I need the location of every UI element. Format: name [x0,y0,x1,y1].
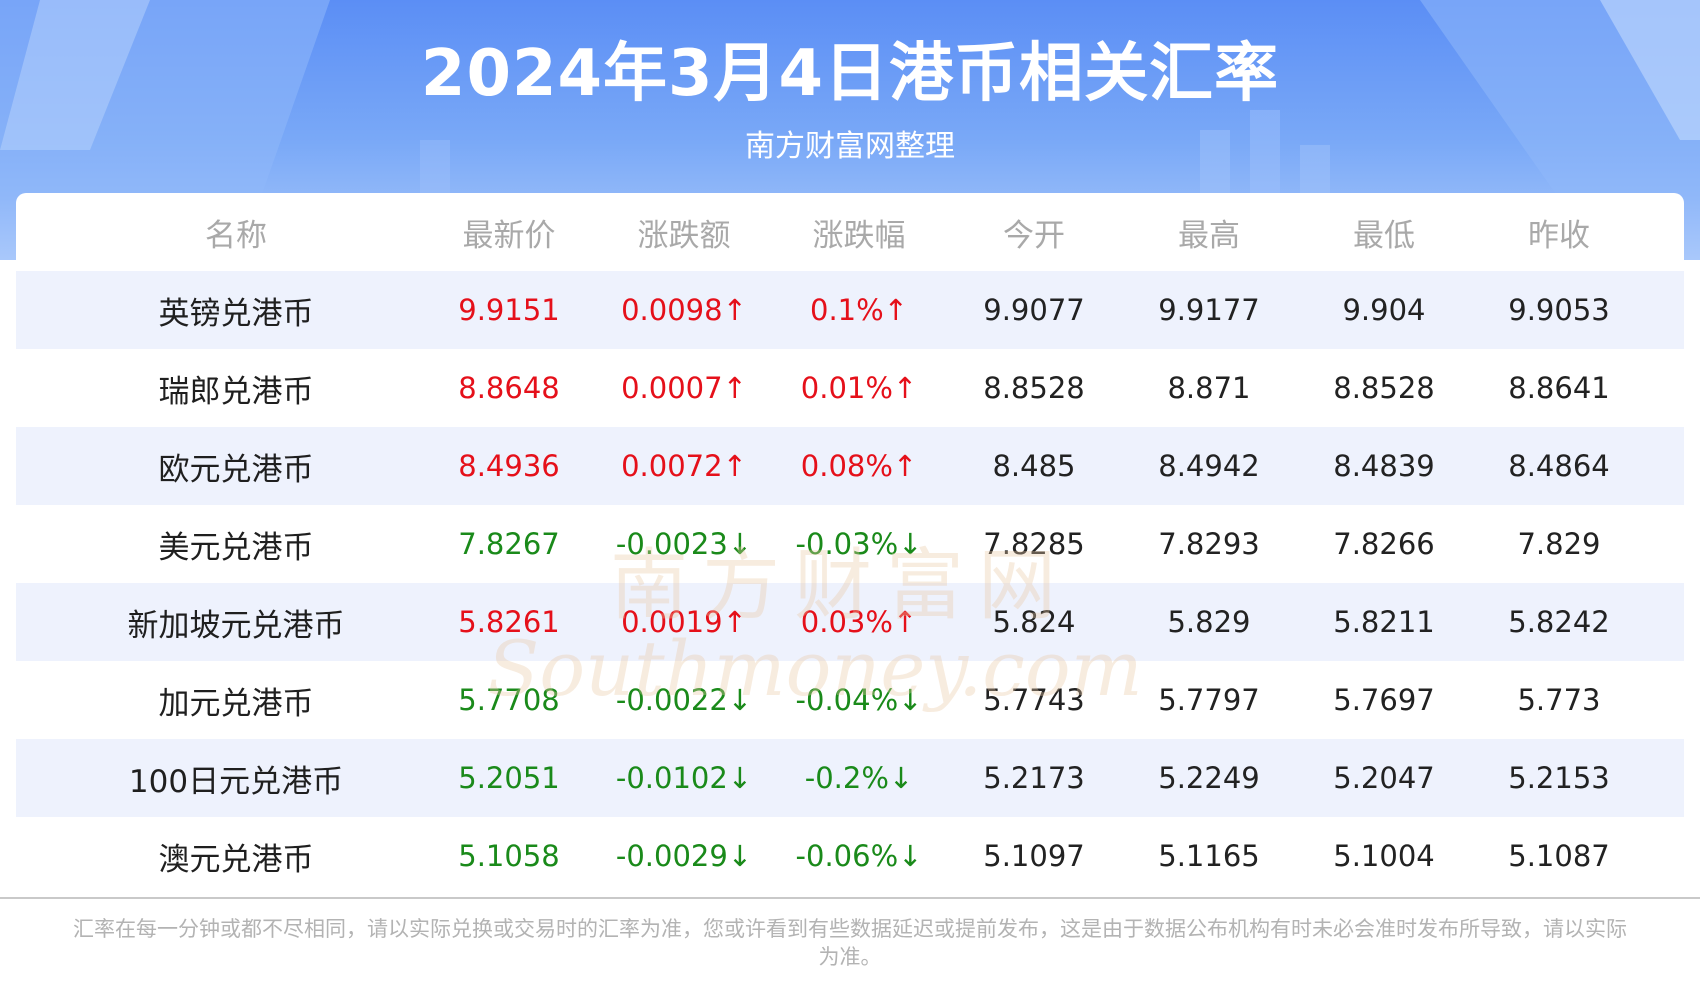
col-header-high: 最高 [1178,217,1240,254]
cell-change-pct: -0.2%↓ [804,761,914,795]
cell-low: 5.2047 [1333,761,1435,795]
cell-low: 9.904 [1342,293,1426,327]
col-header-open: 今开 [1003,217,1065,254]
page-title: 2024年3月4日港币相关汇率 [420,37,1280,111]
rate-table: 名称 最新价 涨跌额 涨跌幅 今开 最高 最低 昨收 英镑兑港币 9.9151 … [16,193,1684,898]
footnote: 汇率在每一分钟或都不尽相同，请以实际兑换或交易时的汇率为准，您或许看到有些数据延… [73,917,1627,969]
cell-change: -0.0023↓ [615,527,753,561]
cell-open: 7.8285 [983,527,1085,561]
col-header-prev-close: 昨收 [1528,217,1590,254]
table-row: 100日元兑港币 5.2051 -0.0102↓ -0.2%↓ 5.2173 5… [16,739,1684,817]
cell-prev-close: 5.2153 [1508,761,1610,795]
cell-high: 9.9177 [1158,293,1260,327]
cell-latest: 5.8261 [458,605,560,639]
cell-latest: 5.1058 [458,839,560,873]
cell-change-pct: -0.03%↓ [795,527,923,561]
cell-open: 9.9077 [983,293,1085,327]
cell-change-pct: 0.1%↑ [810,293,908,327]
cell-open: 8.8528 [983,371,1085,405]
cell-name: 瑞郎兑港币 [158,373,314,410]
cell-high: 5.1165 [1158,839,1260,873]
cell-change: 0.0007↑ [621,371,747,405]
cell-latest: 5.2051 [458,761,560,795]
cell-change: 0.0098↑ [621,293,747,327]
cell-prev-close: 5.773 [1517,683,1601,717]
cell-name: 英镑兑港币 [158,295,314,332]
cell-high: 5.829 [1167,605,1251,639]
cell-name: 欧元兑港币 [158,451,314,488]
cell-change-pct: -0.04%↓ [795,683,923,717]
col-header-latest: 最新价 [462,217,556,254]
table-row: 加元兑港币 5.7708 -0.0022↓ -0.04%↓ 5.7743 5.7… [16,661,1684,739]
page-subtitle: 南方财富网整理 [745,129,955,164]
table-header: 名称 最新价 涨跌额 涨跌幅 今开 最高 最低 昨收 [16,193,1684,271]
cell-latest: 8.4936 [458,449,560,483]
cell-low: 8.8528 [1333,371,1435,405]
cell-open: 5.824 [992,605,1076,639]
table-row: 欧元兑港币 8.4936 0.0072↑ 0.08%↑ 8.485 8.4942… [16,427,1684,505]
header-decoration [0,0,1700,200]
col-header-change: 涨跌额 [637,217,731,254]
cell-change: 0.0019↑ [621,605,747,639]
cell-name: 新加坡元兑港币 [127,607,345,644]
table-row: 英镑兑港币 9.9151 0.0098↑ 0.1%↑ 9.9077 9.9177… [16,271,1684,349]
cell-high: 5.7797 [1158,683,1260,717]
cell-change: 0.0072↑ [621,449,747,483]
cell-name: 澳元兑港币 [158,841,314,878]
cell-change-pct: 0.03%↑ [800,605,918,639]
col-header-low: 最低 [1353,217,1415,254]
cell-change-pct: -0.06%↓ [795,839,923,873]
cell-high: 5.2249 [1158,761,1260,795]
cell-change-pct: 0.08%↑ [800,449,918,483]
cell-latest: 9.9151 [458,293,560,327]
cell-change-pct: 0.01%↑ [800,371,918,405]
table-row: 美元兑港币 7.8267 -0.0023↓ -0.03%↓ 7.8285 7.8… [16,505,1684,583]
cell-latest: 5.7708 [458,683,560,717]
cell-name: 加元兑港币 [158,685,314,722]
footer-divider [0,897,1700,899]
cell-prev-close: 5.8242 [1508,605,1610,639]
cell-latest: 8.8648 [458,371,560,405]
cell-low: 5.8211 [1333,605,1435,639]
cell-high: 8.871 [1167,371,1251,405]
cell-open: 8.485 [992,449,1076,483]
cell-name: 100日元兑港币 [128,763,344,800]
cell-high: 8.4942 [1158,449,1260,483]
cell-prev-close: 9.9053 [1508,293,1610,327]
cell-prev-close: 5.1087 [1508,839,1610,873]
cell-name: 美元兑港币 [158,529,314,566]
cell-change: -0.0029↓ [615,839,753,873]
cell-open: 5.1097 [983,839,1085,873]
table-row: 澳元兑港币 5.1058 -0.0029↓ -0.06%↓ 5.1097 5.1… [16,817,1684,895]
cell-prev-close: 8.8641 [1508,371,1610,405]
cell-low: 8.4839 [1333,449,1435,483]
cell-latest: 7.8267 [458,527,560,561]
cell-low: 7.8266 [1333,527,1435,561]
cell-open: 5.2173 [983,761,1085,795]
cell-open: 5.7743 [983,683,1085,717]
cell-prev-close: 7.829 [1517,527,1601,561]
cell-prev-close: 8.4864 [1508,449,1610,483]
cell-high: 7.8293 [1158,527,1260,561]
col-header-name: 名称 [205,217,267,254]
cell-change: -0.0102↓ [615,761,753,795]
table-row: 新加坡元兑港币 5.8261 0.0019↑ 0.03%↑ 5.824 5.82… [16,583,1684,661]
cell-low: 5.7697 [1333,683,1435,717]
col-header-change-pct: 涨跌幅 [812,217,906,254]
cell-change: -0.0022↓ [615,683,753,717]
cell-low: 5.1004 [1333,839,1435,873]
table-row: 瑞郎兑港币 8.8648 0.0007↑ 0.01%↑ 8.8528 8.871… [16,349,1684,427]
